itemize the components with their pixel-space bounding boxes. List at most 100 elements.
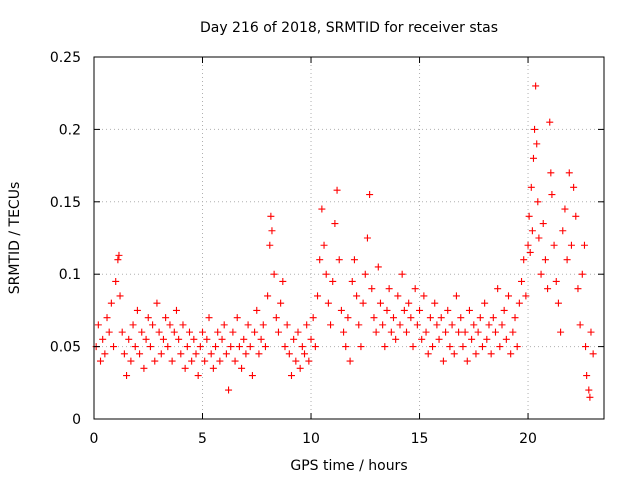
data-point — [175, 335, 183, 343]
data-point — [529, 154, 537, 162]
data-point — [539, 220, 547, 228]
data-point — [240, 335, 248, 343]
data-point — [227, 343, 235, 351]
data-point — [563, 256, 571, 264]
data-point — [266, 241, 274, 249]
data-point — [248, 372, 256, 380]
data-point — [140, 364, 148, 372]
data-point — [389, 314, 397, 322]
data-point — [403, 328, 411, 336]
data-point — [123, 372, 131, 380]
data-point — [578, 270, 586, 278]
data-point — [413, 321, 421, 329]
data-point — [526, 248, 534, 256]
data-point — [528, 227, 536, 235]
data-point — [172, 306, 180, 314]
data-point — [459, 343, 467, 351]
data-point — [439, 357, 447, 365]
data-point — [327, 321, 335, 329]
data-point — [507, 350, 515, 358]
data-point — [582, 343, 590, 351]
data-point — [587, 328, 595, 336]
data-point — [97, 357, 105, 365]
data-point — [105, 328, 113, 336]
y-tick-label: 0.1 — [59, 267, 81, 283]
data-point — [296, 364, 304, 372]
data-point — [207, 350, 215, 358]
data-point — [329, 277, 337, 285]
data-point — [383, 306, 391, 314]
data-point — [225, 386, 233, 394]
data-point — [115, 251, 123, 259]
y-tick-label: 0.2 — [59, 122, 81, 138]
data-point — [337, 306, 345, 314]
data-point — [520, 256, 528, 264]
data-point — [532, 82, 540, 90]
grid — [94, 57, 604, 419]
data-point — [547, 169, 555, 177]
data-point — [188, 357, 196, 365]
data-point — [209, 364, 217, 372]
data-point — [316, 256, 324, 264]
data-point — [372, 328, 380, 336]
data-point — [101, 350, 109, 358]
data-point — [136, 350, 144, 358]
data-point — [120, 350, 128, 358]
chart-title: Day 216 of 2018, SRMTID for receiver sta… — [200, 20, 498, 36]
data-point — [452, 292, 460, 300]
data-point — [411, 285, 419, 293]
data-point — [355, 321, 363, 329]
data-point — [470, 321, 478, 329]
data-point — [235, 343, 243, 351]
data-point — [476, 314, 484, 322]
data-point — [190, 335, 198, 343]
data-point — [285, 350, 293, 358]
data-point — [548, 191, 556, 199]
data-point — [376, 299, 384, 307]
data-point — [199, 328, 207, 336]
data-point — [485, 321, 493, 329]
data-point — [203, 335, 211, 343]
data-point — [583, 372, 591, 380]
data-point — [335, 256, 343, 264]
data-point — [194, 372, 202, 380]
data-point — [409, 343, 417, 351]
data-point — [155, 328, 163, 336]
data-point — [572, 212, 580, 220]
data-point — [246, 343, 254, 351]
data-point — [185, 328, 193, 336]
data-point — [205, 314, 213, 322]
data-point — [586, 393, 594, 401]
data-point — [283, 321, 291, 329]
data-point — [183, 343, 191, 351]
data-point — [270, 270, 278, 278]
data-point — [94, 321, 102, 329]
x-axis-label: GPS time / hours — [290, 458, 407, 474]
x-tick-label: 5 — [198, 431, 207, 447]
data-point — [318, 205, 326, 213]
data-point — [264, 292, 272, 300]
data-point — [398, 270, 406, 278]
data-point — [353, 292, 361, 300]
data-point — [525, 212, 533, 220]
data-point — [442, 328, 450, 336]
data-point — [133, 306, 141, 314]
data-point — [99, 335, 107, 343]
data-point — [574, 285, 582, 293]
y-tick-label: 0.25 — [50, 50, 81, 66]
data-point — [294, 328, 302, 336]
data-point — [146, 343, 154, 351]
data-point — [242, 350, 250, 358]
data-point — [103, 314, 111, 322]
data-point — [216, 357, 224, 365]
data-point — [361, 270, 369, 278]
data-point — [149, 321, 157, 329]
y-tick-label: 0.05 — [50, 340, 81, 356]
data-point — [257, 335, 265, 343]
data-point — [498, 321, 506, 329]
data-point — [157, 350, 165, 358]
data-point — [281, 343, 289, 351]
data-point — [342, 343, 350, 351]
data-point — [118, 328, 126, 336]
data-point — [350, 256, 358, 264]
